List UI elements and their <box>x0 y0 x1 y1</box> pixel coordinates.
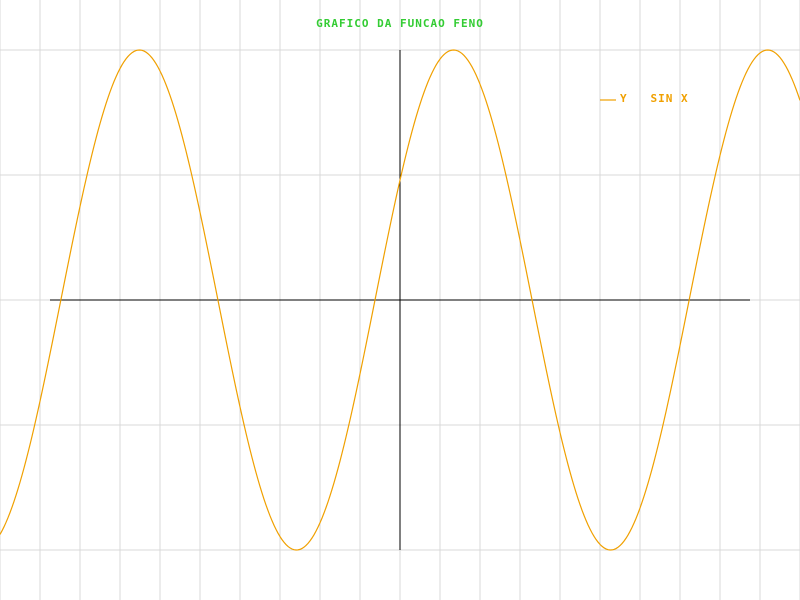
legend-label: Y SIN X <box>620 92 689 105</box>
axes <box>50 50 750 550</box>
series-layer <box>0 49 800 551</box>
legend: Y SIN X <box>600 92 689 105</box>
series-line-0 <box>0 49 800 551</box>
chart-title: GRAFICO DA FUNCAO FENO <box>316 17 484 30</box>
